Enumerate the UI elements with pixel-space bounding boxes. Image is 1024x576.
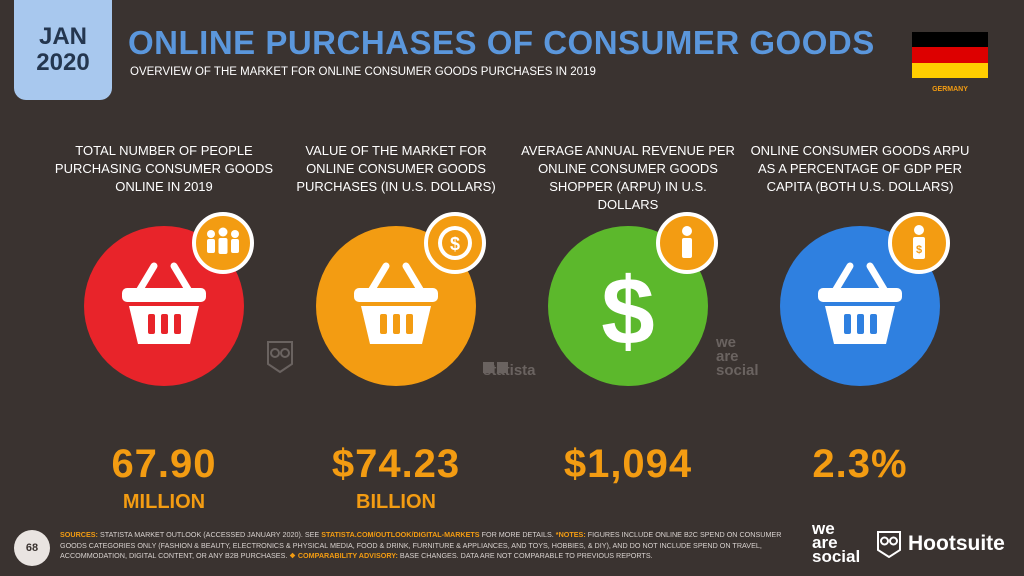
metric-arpu: AVERAGE ANNUAL REVENUE PER ONLINE CONSUM… bbox=[518, 142, 738, 491]
brand-we: we bbox=[812, 519, 835, 538]
metric-people: TOTAL NUMBER OF PEOPLE PURCHASING CONSUM… bbox=[54, 142, 274, 514]
dollar-seal-icon: $ bbox=[424, 212, 486, 274]
brand-social: social bbox=[812, 547, 861, 566]
metric-unit: MILLION bbox=[122, 491, 206, 513]
germany-flag-icon bbox=[912, 32, 988, 78]
hootsuite-owl-icon bbox=[877, 531, 901, 558]
metric-unit: BILLION bbox=[356, 491, 436, 513]
brand-are: are bbox=[812, 533, 838, 552]
country-label: GERMANY bbox=[932, 86, 968, 93]
wm-social: social bbox=[716, 362, 759, 379]
statista-watermark: statista bbox=[480, 358, 536, 379]
we-are-social-logo: we are social bbox=[812, 519, 861, 566]
statista-text: statista bbox=[483, 361, 536, 379]
sources-link[interactable]: STATISTA.COM/OUTLOOK/DIGITAL-MARKETS bbox=[321, 530, 480, 539]
svg-text:$: $ bbox=[450, 234, 460, 254]
notes-label: *NOTES: bbox=[555, 530, 586, 539]
metric-market-value: VALUE OF THE MARKET FOR ONLINE CONSUMER … bbox=[286, 142, 506, 514]
person-icon bbox=[656, 212, 718, 274]
date-badge: JAN 2020 bbox=[14, 0, 112, 100]
hootsuite-text: Hootsuite bbox=[908, 532, 1005, 555]
owl-watermark-icon bbox=[266, 340, 294, 379]
wm-are: are bbox=[716, 348, 739, 365]
page-number: 68 bbox=[14, 530, 50, 566]
notes-text: FIGURES INCLUDE ONLINE B2C SPEND ON CONS… bbox=[60, 530, 782, 560]
metric-value: 67.90 bbox=[111, 442, 217, 486]
advisory-text: BASE CHANGES. DATA ARE NOT COMPARABLE TO… bbox=[399, 551, 653, 560]
metric-label: AVERAGE ANNUAL REVENUE PER ONLINE CONSUM… bbox=[521, 143, 735, 212]
page-title: ONLINE PURCHASES OF CONSUMER GOODS bbox=[128, 24, 875, 61]
metric-label: VALUE OF THE MARKET FOR ONLINE CONSUMER … bbox=[296, 143, 496, 194]
person-dollar-icon: $ bbox=[888, 212, 950, 274]
sources-text-2: FOR MORE DETAILS. bbox=[481, 530, 554, 539]
metric-label: TOTAL NUMBER OF PEOPLE PURCHASING CONSUM… bbox=[54, 143, 274, 194]
sources-label: SOURCES: bbox=[60, 530, 98, 539]
we-are-social-watermark: we are social bbox=[716, 334, 759, 379]
metric-value: $74.23 bbox=[331, 442, 461, 486]
date-month: JAN bbox=[38, 22, 87, 50]
sources-text-1: STATISTA MARKET OUTLOOK (ACCESSED JANUAR… bbox=[99, 530, 320, 539]
metric-label: ONLINE CONSUMER GOODS ARPU AS A PERCENTA… bbox=[750, 143, 970, 194]
statista-mark-icon bbox=[497, 361, 508, 373]
hootsuite-logo: Hootsuite bbox=[876, 530, 1005, 558]
metric-value: $1,094 bbox=[563, 442, 693, 486]
svg-text:$: $ bbox=[916, 244, 922, 256]
advisory-label: ❖ COMPARABILITY ADVISORY: bbox=[289, 551, 398, 560]
metric-arpu-gdp: ONLINE CONSUMER GOODS ARPU AS A PERCENTA… bbox=[750, 142, 970, 491]
metric-value: 2.3% bbox=[812, 442, 908, 486]
wm-we: we bbox=[716, 334, 737, 351]
page-subtitle: OVERVIEW OF THE MARKET FOR ONLINE CONSUM… bbox=[130, 66, 596, 78]
date-year: 2020 bbox=[36, 49, 90, 76]
people-icon bbox=[192, 212, 254, 274]
svg-text:$: $ bbox=[601, 258, 654, 365]
sources-note: SOURCES: STATISTA MARKET OUTLOOK (ACCESS… bbox=[60, 530, 800, 562]
